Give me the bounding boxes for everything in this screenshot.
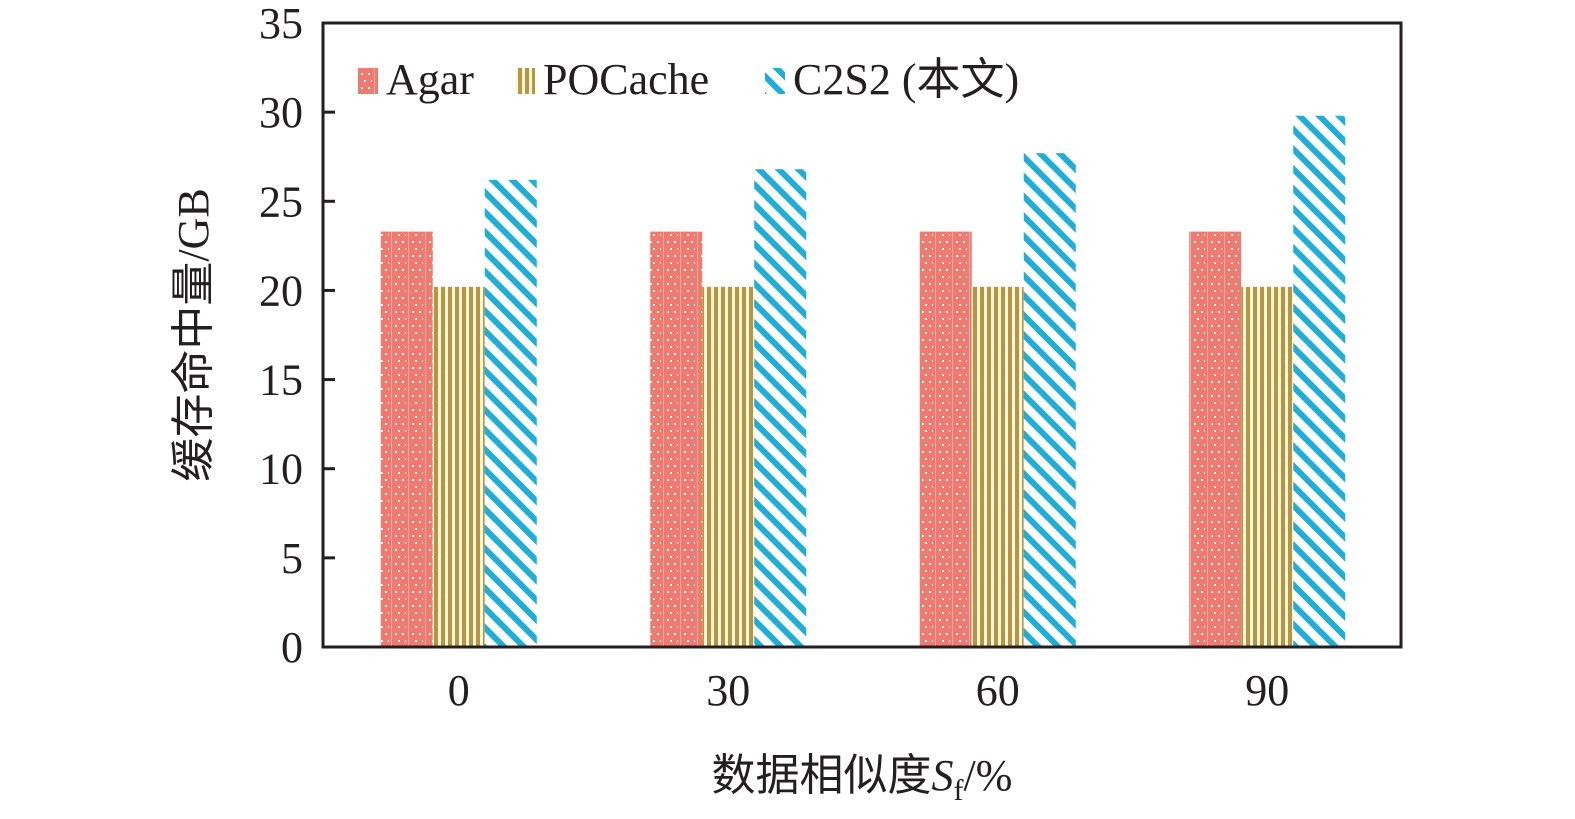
- legend-swatch-agar: [358, 68, 378, 94]
- y-tick-label: 25: [259, 177, 303, 226]
- legend-label: Agar: [386, 55, 474, 104]
- bar-c2s2-30: [754, 169, 807, 648]
- bar-agar-90: [1189, 231, 1242, 647]
- y-tick-label: 35: [259, 0, 303, 48]
- y-tick-label: 15: [259, 356, 303, 405]
- legend: Agar POCache C2S2 (本文): [358, 55, 1019, 104]
- bar-pocache-30: [702, 286, 755, 647]
- bar-c2s2-60: [1023, 153, 1076, 648]
- bars-layer: [380, 115, 1346, 648]
- y-axis-title: 缓存命中量/GB: [169, 188, 218, 481]
- legend-swatch-pocache: [515, 68, 535, 94]
- plot-frame: [321, 21, 1403, 649]
- y-tick-label: 5: [281, 534, 303, 583]
- x-axis-title: 数据相似度Sf/%: [712, 751, 1013, 807]
- bar-c2s2-0: [484, 179, 537, 648]
- bar-pocache-90: [1241, 286, 1294, 647]
- x-axis: 0 30 60 90: [448, 666, 1290, 715]
- bar-pocache-0: [432, 286, 485, 647]
- x-axis-title-suffix: /%: [964, 751, 1013, 800]
- bar-agar-30: [650, 231, 703, 647]
- x-tick-label: 30: [706, 666, 750, 715]
- x-axis-title-sub: f: [954, 774, 964, 807]
- x-tick-label: 60: [976, 666, 1020, 715]
- legend-label: POCache: [543, 55, 709, 104]
- x-axis-title-prefix: 数据相似度: [712, 751, 932, 800]
- x-axis-title-var: S: [932, 751, 954, 800]
- legend-swatch-c2s2: [765, 68, 785, 94]
- bar-c2s2-90: [1293, 115, 1346, 648]
- legend-label: C2S2 (本文): [793, 55, 1019, 104]
- y-tick-label: 30: [259, 88, 303, 137]
- y-tick-label: 0: [281, 623, 303, 672]
- bar-agar-0: [380, 231, 433, 647]
- x-tick-label: 90: [1245, 666, 1289, 715]
- x-tick-label: 0: [448, 666, 470, 715]
- y-axis: 0 5 10 15 20 25 30 35: [259, 0, 335, 672]
- bar-agar-60: [919, 231, 972, 647]
- y-tick-label: 20: [259, 266, 303, 315]
- bar-pocache-60: [971, 286, 1024, 647]
- y-tick-label: 10: [259, 445, 303, 494]
